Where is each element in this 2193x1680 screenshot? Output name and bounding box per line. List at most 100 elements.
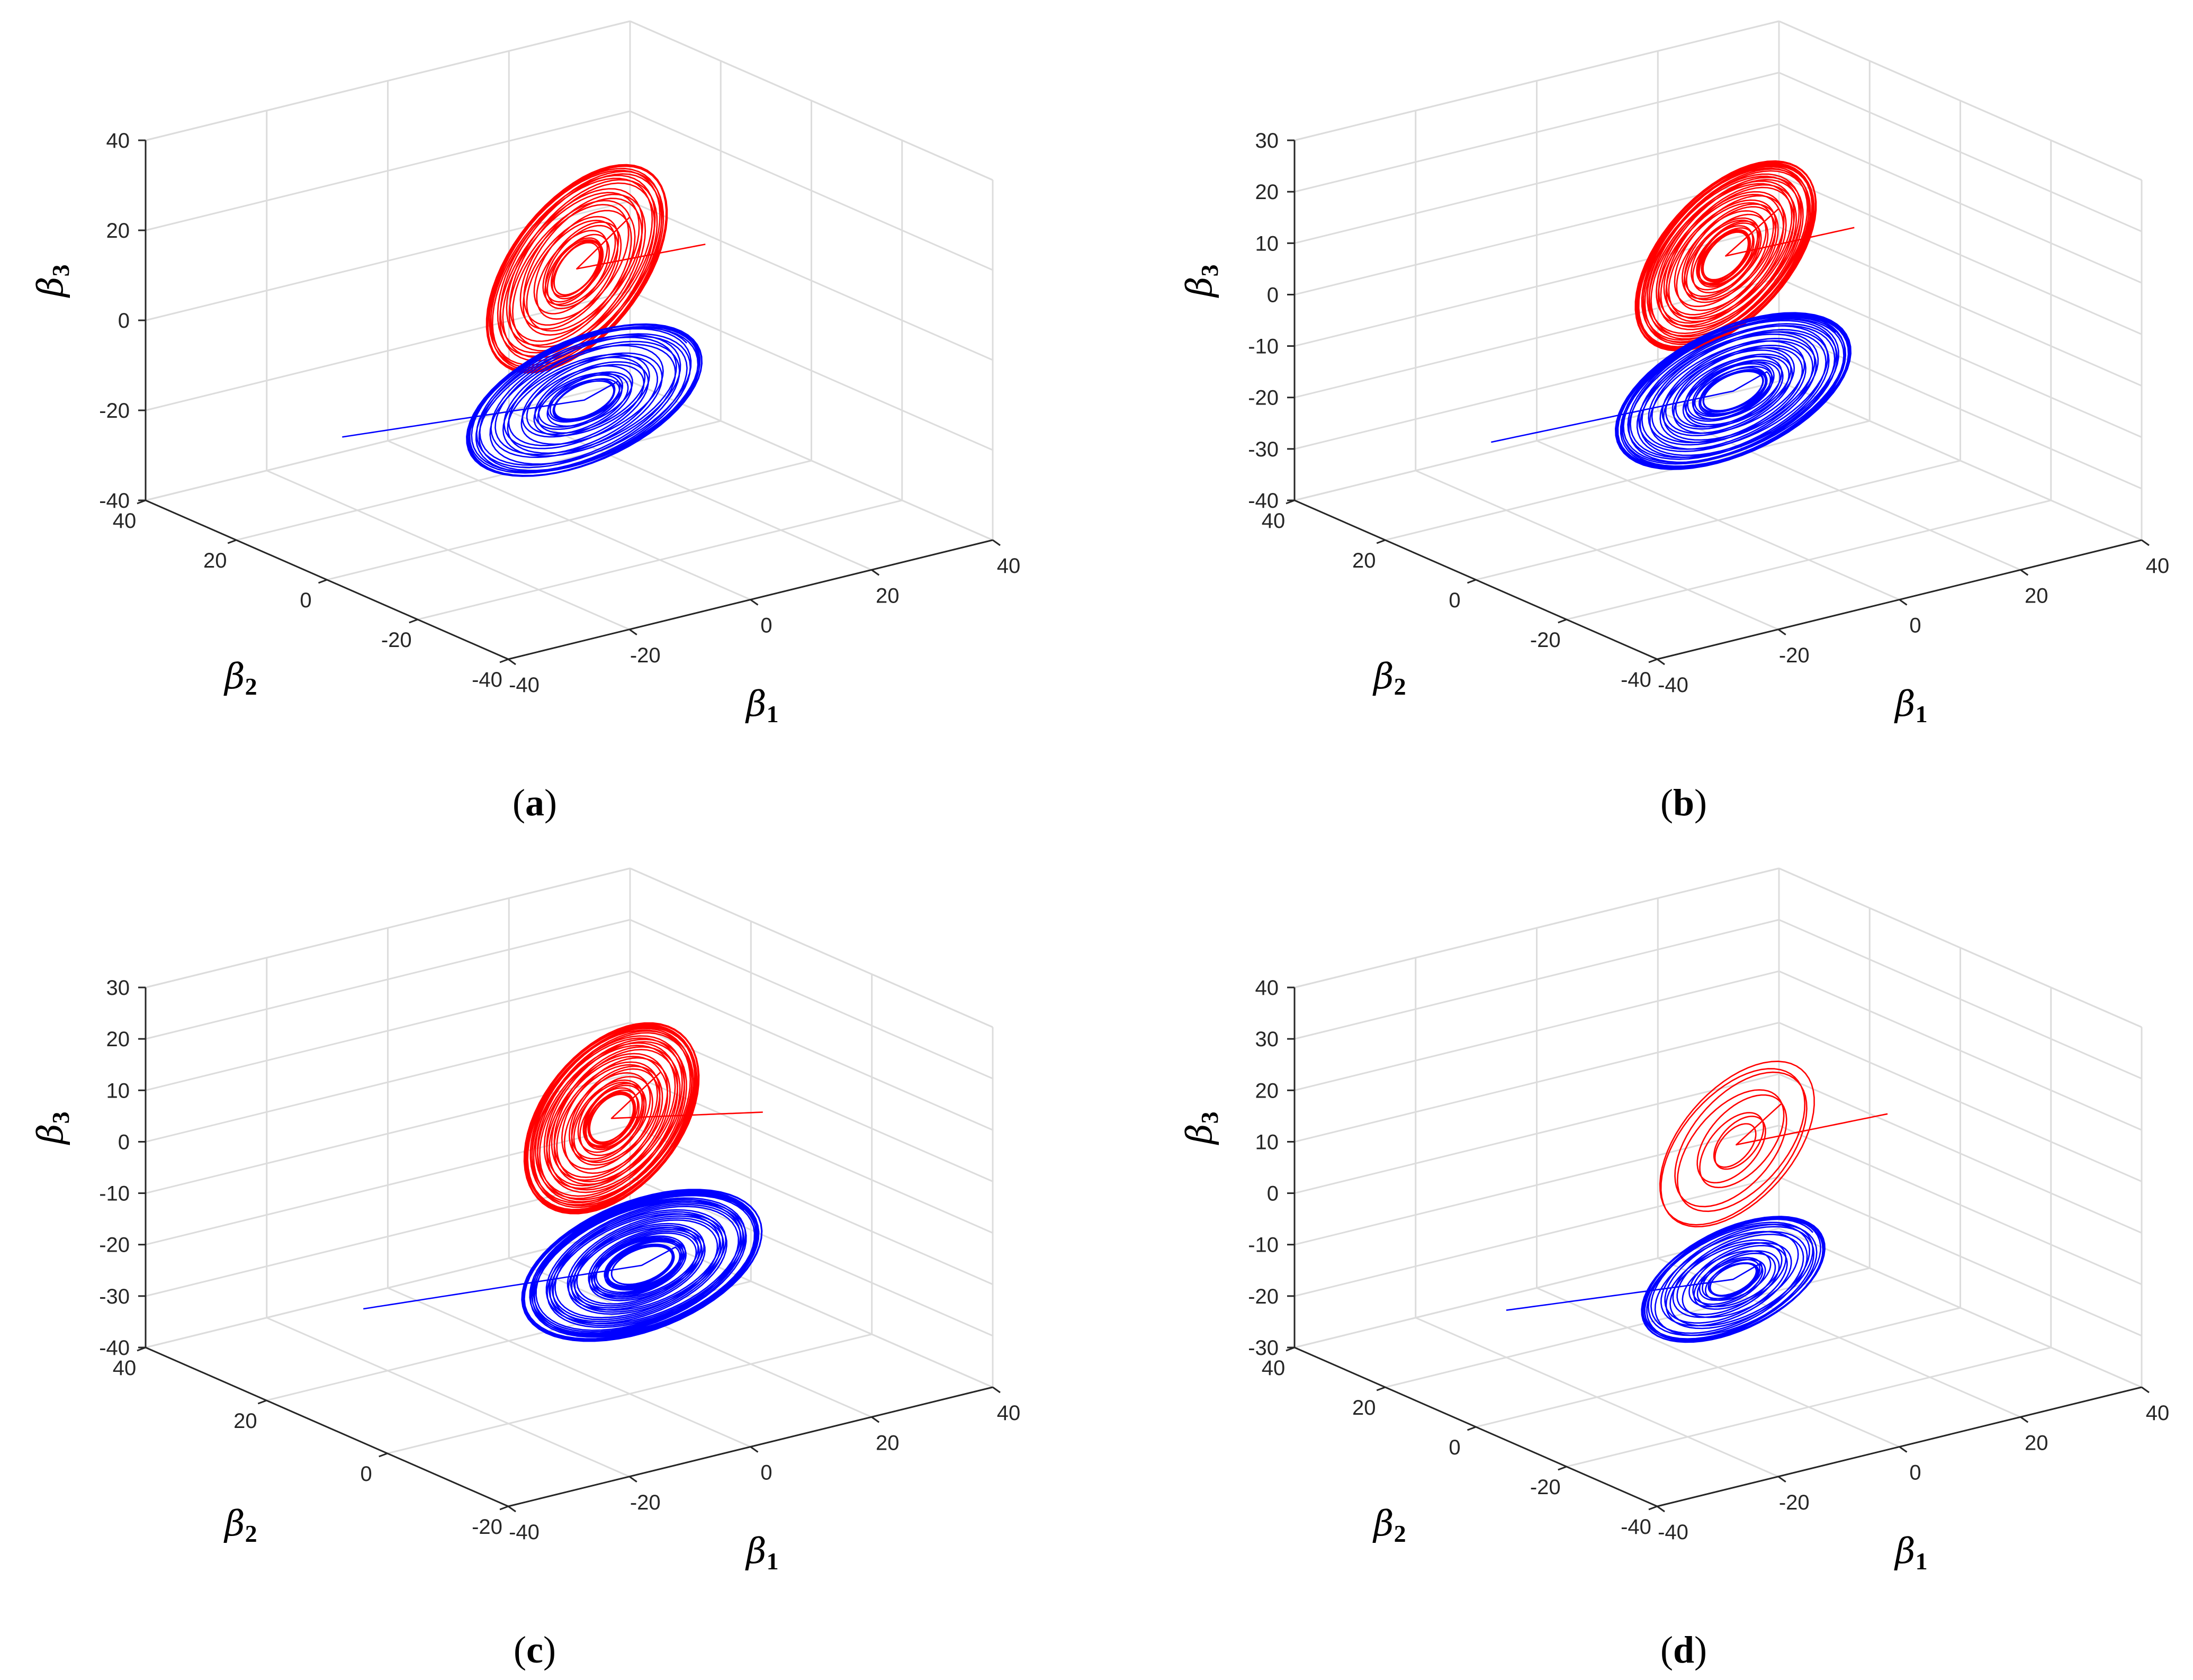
y-tick-label: 20 — [203, 549, 227, 572]
side-wall-grid-line — [630, 110, 993, 271]
y-tick-mark — [1558, 618, 1567, 624]
floor-grid-line — [1385, 1267, 1870, 1388]
z-tick-label: 30 — [106, 976, 130, 1000]
z-tick-label: -30 — [1248, 1336, 1279, 1360]
series-lower-attractor — [363, 1189, 763, 1342]
panel-d: -30 -20 -10 0 10 20 30 40 -40 -20 0 20 40 -40 -20 0 20… — [1179, 867, 2169, 1671]
side-wall-grid-line — [1778, 970, 2142, 1131]
panel-caption: (a) — [513, 781, 557, 824]
z-tick-label: 20 — [1255, 181, 1279, 204]
side-wall-grid-line — [1778, 919, 2142, 1080]
x-tick-label: 40 — [2146, 554, 2170, 578]
floor-grid-line — [1476, 1307, 1961, 1428]
y-tick-label: 40 — [113, 509, 137, 533]
z-tick-labels: -40 -30 -20 -10 0 10 20 30 — [99, 976, 130, 1360]
z-tick-label: 10 — [106, 1079, 130, 1102]
z-axis-label: β3 — [1179, 1111, 1223, 1145]
side-wall-grid-line — [630, 380, 993, 541]
x-tick-labels: -40 -20 0 20 40 — [1658, 1402, 2169, 1544]
x-tick-mark — [508, 658, 516, 666]
x-tick-mark — [1657, 1505, 1665, 1513]
x-tick-mark — [1657, 658, 1665, 666]
y-tick-mark — [1376, 1386, 1386, 1391]
x-tick-mark — [992, 539, 1001, 546]
y-tick-label: -20 — [472, 1515, 502, 1539]
box-edge — [630, 867, 993, 1028]
x-tick-label: 20 — [2025, 584, 2048, 607]
box-edge — [1294, 20, 1779, 141]
x-tick-mark — [2141, 1386, 2150, 1394]
side-wall-grid-line — [1778, 175, 2142, 335]
series-lower-attractor — [1491, 312, 1852, 470]
axes-lines — [1286, 986, 2150, 1513]
z-tick-label: -20 — [1248, 1285, 1279, 1308]
panel-b: -40 -30 -20 -10 0 10 20 30 -40 -20 0 20 40 -40 -20 0 2… — [1179, 20, 2170, 824]
x-tick-label: -20 — [1779, 644, 1810, 667]
x-tick-label: 40 — [2146, 1402, 2170, 1425]
side-wall-grid-line — [1778, 1022, 2142, 1182]
x-tick-label: -40 — [1658, 1521, 1688, 1544]
y-tick-label: 0 — [361, 1462, 372, 1486]
x-tick-mark — [750, 599, 759, 606]
floor-grid-line — [327, 460, 812, 581]
y-tick-labels: -40 -20 0 20 40 — [1262, 509, 1651, 691]
floor-grid-line — [1476, 460, 1961, 581]
y-tick-label: 20 — [1352, 549, 1376, 572]
z-tick-label: 30 — [1255, 1028, 1279, 1051]
x-tick-mark — [2141, 539, 2150, 546]
back-wall-grid-line — [1294, 1021, 1779, 1143]
y-tick-label: 20 — [1352, 1396, 1376, 1420]
y-axis-label: β2 — [1372, 656, 1406, 700]
y-tick-label: 40 — [1262, 509, 1286, 533]
side-wall-grid-line — [1778, 1176, 2142, 1337]
series-upper-attractor — [1634, 160, 1855, 352]
x-axis-label: β1 — [744, 684, 778, 727]
y-axis-line — [145, 1346, 509, 1507]
z-axis-label: β3 — [30, 1111, 74, 1145]
x-tick-label: -20 — [630, 1491, 661, 1514]
z-tick-label: 10 — [1255, 232, 1279, 255]
side-wall-grid-line — [630, 200, 993, 361]
axes-lines — [137, 139, 1001, 666]
z-tick-label: -10 — [1248, 1234, 1279, 1257]
z-tick-label: 20 — [1255, 1079, 1279, 1102]
x-tick-mark — [750, 1446, 759, 1453]
side-wall-grid-line — [1778, 1073, 2142, 1234]
panel-a: -40 -20 0 20 40 -40 -20 0 20 40 -40 -20 0 20 40 β3 β… — [30, 20, 1020, 824]
z-tick-labels: -40 -30 -20 -10 0 10 20 30 — [1248, 129, 1279, 513]
z-tick-label: 0 — [1267, 283, 1279, 307]
y-tick-label: 40 — [113, 1356, 137, 1380]
side-wall-grid-line — [1778, 71, 2142, 232]
panel-caption: (b) — [1660, 781, 1707, 824]
z-tick-label: 0 — [1267, 1182, 1279, 1206]
y-tick-mark — [257, 1399, 267, 1405]
z-tick-label: 20 — [106, 1028, 130, 1051]
x-tick-label: -20 — [1779, 1491, 1810, 1514]
y-tick-mark — [1467, 579, 1477, 584]
x-axis-label: β1 — [744, 1531, 778, 1575]
z-tick-label: -10 — [99, 1182, 130, 1206]
x-tick-mark — [2020, 569, 2029, 576]
x-tick-mark — [871, 569, 880, 576]
floor-grid-line — [236, 420, 721, 541]
box-edge — [1778, 20, 2142, 181]
box-edge — [1778, 867, 2142, 1028]
y-tick-mark — [1467, 1426, 1477, 1431]
y-tick-label: -40 — [1621, 1515, 1651, 1539]
series-upper-attractor — [1659, 1061, 1888, 1228]
y-tick-mark — [1376, 539, 1386, 544]
x-tick-label: -40 — [1658, 673, 1688, 697]
z-axis-label: β3 — [1179, 264, 1223, 298]
back-wall-grid-line — [1294, 1227, 1779, 1349]
back-wall-grid-line — [145, 970, 631, 1091]
y-tick-label: 0 — [300, 589, 311, 612]
floor-grid-line — [417, 499, 903, 621]
x-axis-label: β1 — [1893, 1531, 1927, 1575]
y-axis-label: β2 — [1372, 1503, 1406, 1547]
back-wall-grid-line — [1294, 1176, 1779, 1297]
z-tick-label: -20 — [99, 399, 130, 423]
axes-lines — [1286, 139, 2150, 666]
x-tick-mark — [1777, 628, 1786, 635]
y-tick-mark — [409, 618, 418, 624]
